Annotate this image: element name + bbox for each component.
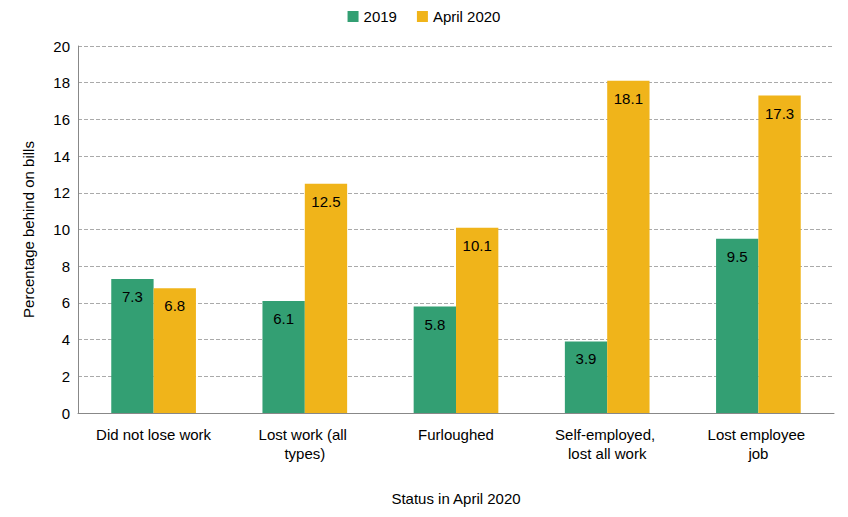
- svg-text:6.8: 6.8: [164, 297, 185, 314]
- svg-text:April 2020: April 2020: [433, 8, 501, 25]
- svg-text:Status in April 2020: Status in April 2020: [391, 490, 520, 507]
- svg-text:4: 4: [62, 331, 70, 348]
- svg-text:3.9: 3.9: [576, 350, 597, 367]
- svg-text:14: 14: [53, 148, 70, 165]
- svg-text:9.5: 9.5: [727, 248, 748, 265]
- svg-text:7.3: 7.3: [122, 288, 143, 305]
- svg-text:18.1: 18.1: [614, 90, 643, 107]
- svg-text:job: job: [747, 445, 768, 462]
- svg-text:2019: 2019: [364, 8, 397, 25]
- svg-text:Lost work (all: Lost work (all: [259, 426, 352, 443]
- svg-text:Lost employee: Lost employee: [708, 426, 810, 443]
- svg-text:17.3: 17.3: [765, 105, 794, 122]
- svg-text:16: 16: [53, 111, 70, 128]
- svg-text:Self-employed,: Self-employed,: [555, 426, 659, 443]
- svg-text:Furloughed: Furloughed: [418, 426, 494, 443]
- svg-text:5.8: 5.8: [424, 316, 445, 333]
- svg-text:6: 6: [62, 294, 70, 311]
- svg-text:types): types): [284, 445, 325, 462]
- svg-text:0: 0: [62, 405, 70, 422]
- svg-text:10: 10: [53, 221, 70, 238]
- svg-text:lost all work: lost all work: [568, 445, 647, 462]
- svg-text:2: 2: [62, 368, 70, 385]
- svg-text:6.1: 6.1: [273, 310, 294, 327]
- svg-text:12: 12: [53, 184, 70, 201]
- svg-text:8: 8: [62, 258, 70, 275]
- svg-text:Did not lose work: Did not lose work: [96, 426, 212, 443]
- svg-text:10.1: 10.1: [463, 237, 492, 254]
- svg-text:20: 20: [53, 38, 70, 55]
- svg-text:18: 18: [53, 74, 70, 91]
- svg-text:12.5: 12.5: [311, 193, 340, 210]
- svg-text:Percentage behind on bills: Percentage behind on bills: [20, 141, 37, 318]
